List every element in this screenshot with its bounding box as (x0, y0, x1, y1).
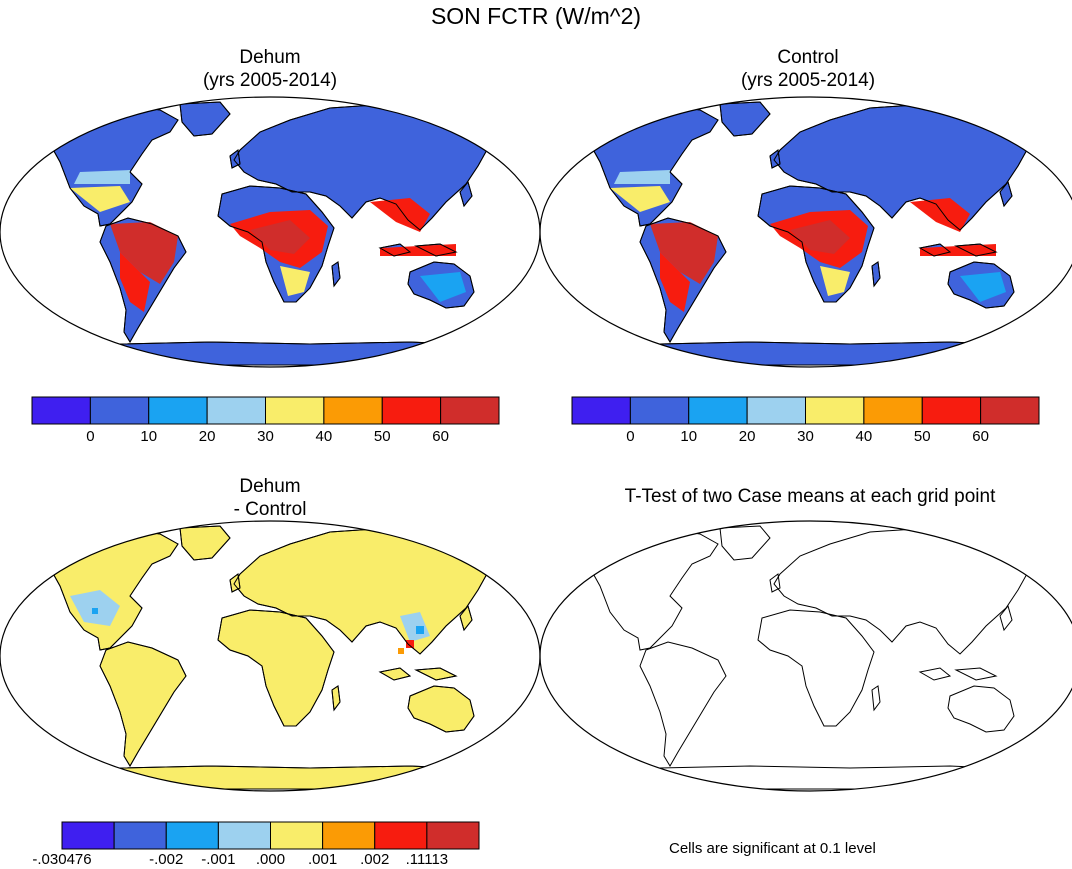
colorbar-tick-label: 20 (198, 428, 216, 445)
colorbar-dehum (31, 396, 500, 425)
colorbar-tick-label: 40 (315, 428, 333, 445)
colorbar-swatch (629, 396, 690, 425)
colorbar-tick-label: .11113 (405, 851, 449, 868)
colorbar-tick-label: -.001 (201, 851, 236, 868)
colorbar-tick-label: -.030476 (32, 851, 92, 868)
colorbar-swatch (265, 396, 325, 425)
colorbar-tick-label: 50 (373, 428, 391, 445)
colorbar-tick-label: 40 (855, 428, 873, 445)
colorbar-swatch (217, 821, 271, 850)
significance-note: Cells are significant at 0.1 level (669, 840, 876, 857)
colorbar-swatch (688, 396, 748, 425)
panel-title-control-line2: (yrs 2005-2014) (740, 70, 876, 91)
colorbar-tick-label: 60 (972, 428, 989, 445)
colorbar-swatch (374, 821, 428, 850)
panel-title-diff-line1: Dehum (239, 476, 301, 497)
colorbar-swatch (31, 396, 91, 425)
colorbar-swatch (426, 821, 480, 850)
colorbar-tick-label: 50 (913, 428, 931, 445)
colorbar-tick-label: 30 (797, 428, 814, 445)
panel-title-dehum: Dehum (yrs 2005-2014) (120, 46, 420, 92)
colorbar-tick-label: 60 (432, 428, 449, 445)
map-ttest (539, 520, 1072, 792)
colorbar-tick-label: 30 (257, 428, 274, 445)
panel-title-diff: Dehum - Control (120, 475, 420, 521)
colorbar-tick-label: .000 (255, 851, 286, 868)
colorbar-tick-label: 10 (140, 428, 158, 445)
colorbar-swatch (206, 396, 266, 425)
colorbar-swatch (921, 396, 982, 425)
colorbar-swatch (165, 821, 219, 850)
colorbar-tick-label: 10 (680, 428, 698, 445)
colorbar-control (571, 396, 1040, 425)
colorbar-swatch (571, 396, 631, 425)
colorbar-swatch (440, 396, 500, 425)
colorbar-swatch (323, 396, 383, 425)
panel-title-dehum-line2: (yrs 2005-2014) (202, 70, 338, 91)
colorbar-tick-label: .001 (308, 851, 338, 868)
colorbar-tick-label: 20 (738, 428, 756, 445)
panel-title-control: Control (yrs 2005-2014) (658, 46, 958, 92)
map-diff (0, 520, 541, 792)
colorbar-swatch (980, 396, 1040, 425)
map-dehum (0, 96, 541, 368)
colorbar-swatch (270, 821, 324, 850)
colorbar-tick-label: 0 (86, 428, 95, 445)
colorbar-swatch (381, 396, 442, 425)
colorbar-diff (61, 821, 480, 850)
panel-title-control-line1: Control (777, 47, 839, 68)
figure-title: SON FCTR (W/m^2) (430, 3, 642, 29)
colorbar-swatch (863, 396, 923, 425)
colorbar-tick-label: -.002 (149, 851, 184, 868)
colorbar-swatch (148, 396, 208, 425)
colorbar-swatch (113, 821, 167, 850)
colorbar-swatch (89, 396, 150, 425)
colorbar-swatch (322, 821, 376, 850)
colorbar-tick-label: 0 (626, 428, 635, 445)
panel-title-diff-line2: - Control (233, 499, 307, 520)
colorbar-swatch (746, 396, 806, 425)
panel-title-dehum-line1: Dehum (239, 47, 301, 68)
colorbar-swatch (61, 821, 115, 850)
panel-title-ttest: T-Test of two Case means at each grid po… (624, 486, 996, 507)
colorbar-tick-label: .002 (360, 851, 390, 868)
colorbar-swatch (805, 396, 865, 425)
map-control (539, 96, 1072, 368)
